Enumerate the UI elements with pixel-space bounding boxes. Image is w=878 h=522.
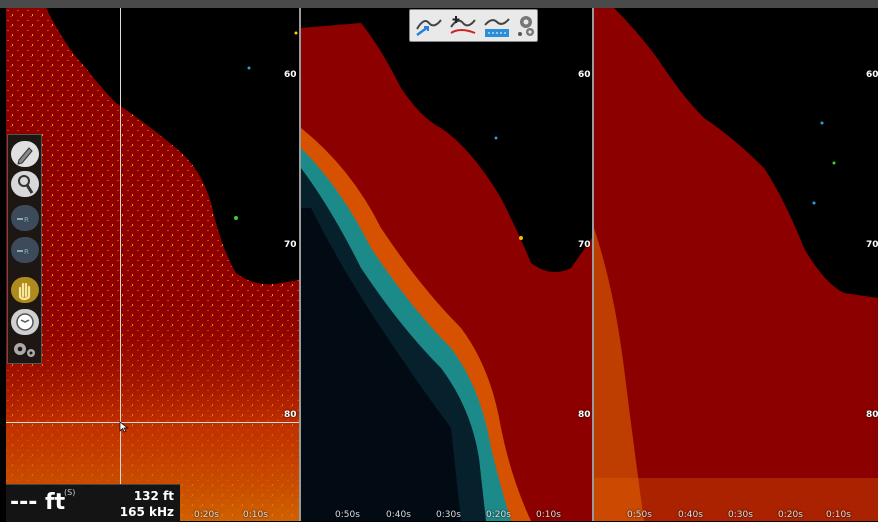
view-toolbar [409,9,538,42]
time-label: 0:20s [486,510,511,520]
time-label: 0:50s [627,510,652,520]
panel-divider[interactable] [592,8,594,521]
hand-pan-icon[interactable] [11,277,39,303]
depth-label: 70 [284,240,297,250]
depth-label: 60 [578,70,591,80]
depth-source-label: (S) [64,488,76,497]
range-down-icon[interactable]: R [11,237,39,263]
settings-gear-icon[interactable] [516,13,536,39]
chart-sonar-icon[interactable] [448,13,478,39]
time-label: 0:40s [678,510,703,520]
time-label: 0:50s [335,510,360,520]
time-label: 0:10s [243,510,268,520]
sonar-panel-left[interactable] [6,8,299,521]
range-up-icon[interactable]: R [11,205,39,231]
time-label: 0:10s [536,510,561,520]
top-frame [0,0,878,8]
settings-gear-icon[interactable] [11,339,41,365]
time-label: 0:10s [826,510,851,520]
depth-label: 60 [866,70,878,80]
range-value: 132 ft [133,489,174,503]
svg-text:R: R [24,248,29,256]
mouse-pointer-icon [119,421,129,433]
freeze-icon[interactable] [11,309,39,335]
cursor-line-vertical [120,8,121,521]
structure-scan-icon[interactable] [482,13,512,39]
depth-label: 70 [866,240,878,250]
depth-value: --- ft [10,490,66,515]
sonar-panel-center[interactable] [301,8,592,521]
time-label: 0:20s [778,510,803,520]
tool-sidebar: R R [7,134,42,364]
depth-readout: --- ft (S) 132 ft 165 kHz [6,484,180,522]
sonar-echogram [594,8,878,521]
time-label: 0:30s [436,510,461,520]
sonar-echogram [301,8,592,521]
depth-label: 80 [578,410,591,420]
time-label: 0:30s [728,510,753,520]
cursor-line-horizontal [6,422,299,423]
time-label: 0:40s [386,510,411,520]
depth-label: 70 [578,240,591,250]
zoom-icon[interactable] [11,171,39,197]
panel-divider[interactable] [299,8,301,521]
sonar-echogram [6,8,299,521]
svg-text:R: R [24,216,29,224]
pencil-icon[interactable] [11,141,39,167]
depth-label: 80 [866,410,878,420]
sonar-panel-right[interactable] [594,8,878,521]
frequency-value: 165 kHz [119,505,174,519]
sonar-view-icon[interactable] [414,13,444,39]
depth-label: 80 [284,410,297,420]
time-label: 0:20s [194,510,219,520]
depth-label: 60 [284,70,297,80]
